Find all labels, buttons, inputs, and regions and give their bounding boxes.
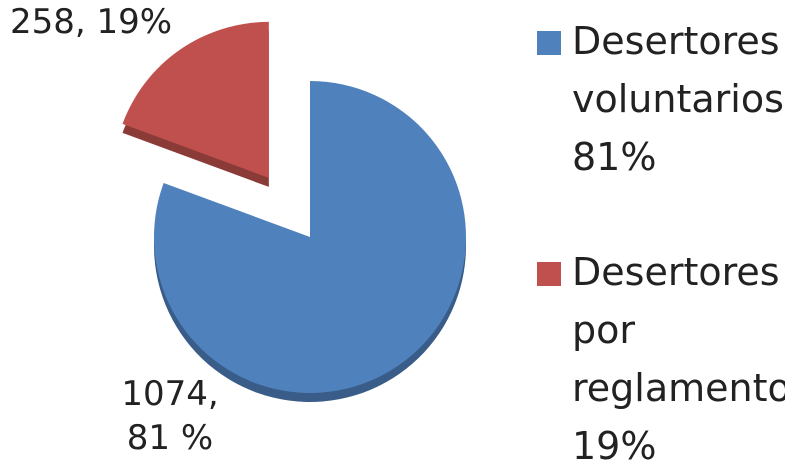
legend-swatch xyxy=(537,31,561,55)
legend-label: Desertores voluntarios 81% xyxy=(572,19,784,179)
data-label: 1074, 81 % xyxy=(121,374,219,458)
data-label: 258, 19% xyxy=(10,2,173,42)
chart: 1074, 81 % 258, 19% Desertores voluntari… xyxy=(10,2,785,468)
legend-swatch xyxy=(537,262,561,286)
slice xyxy=(122,21,269,178)
slice xyxy=(154,81,467,393)
legend-label: Desertores por reglamento 19% xyxy=(572,250,785,468)
pie xyxy=(122,21,467,402)
